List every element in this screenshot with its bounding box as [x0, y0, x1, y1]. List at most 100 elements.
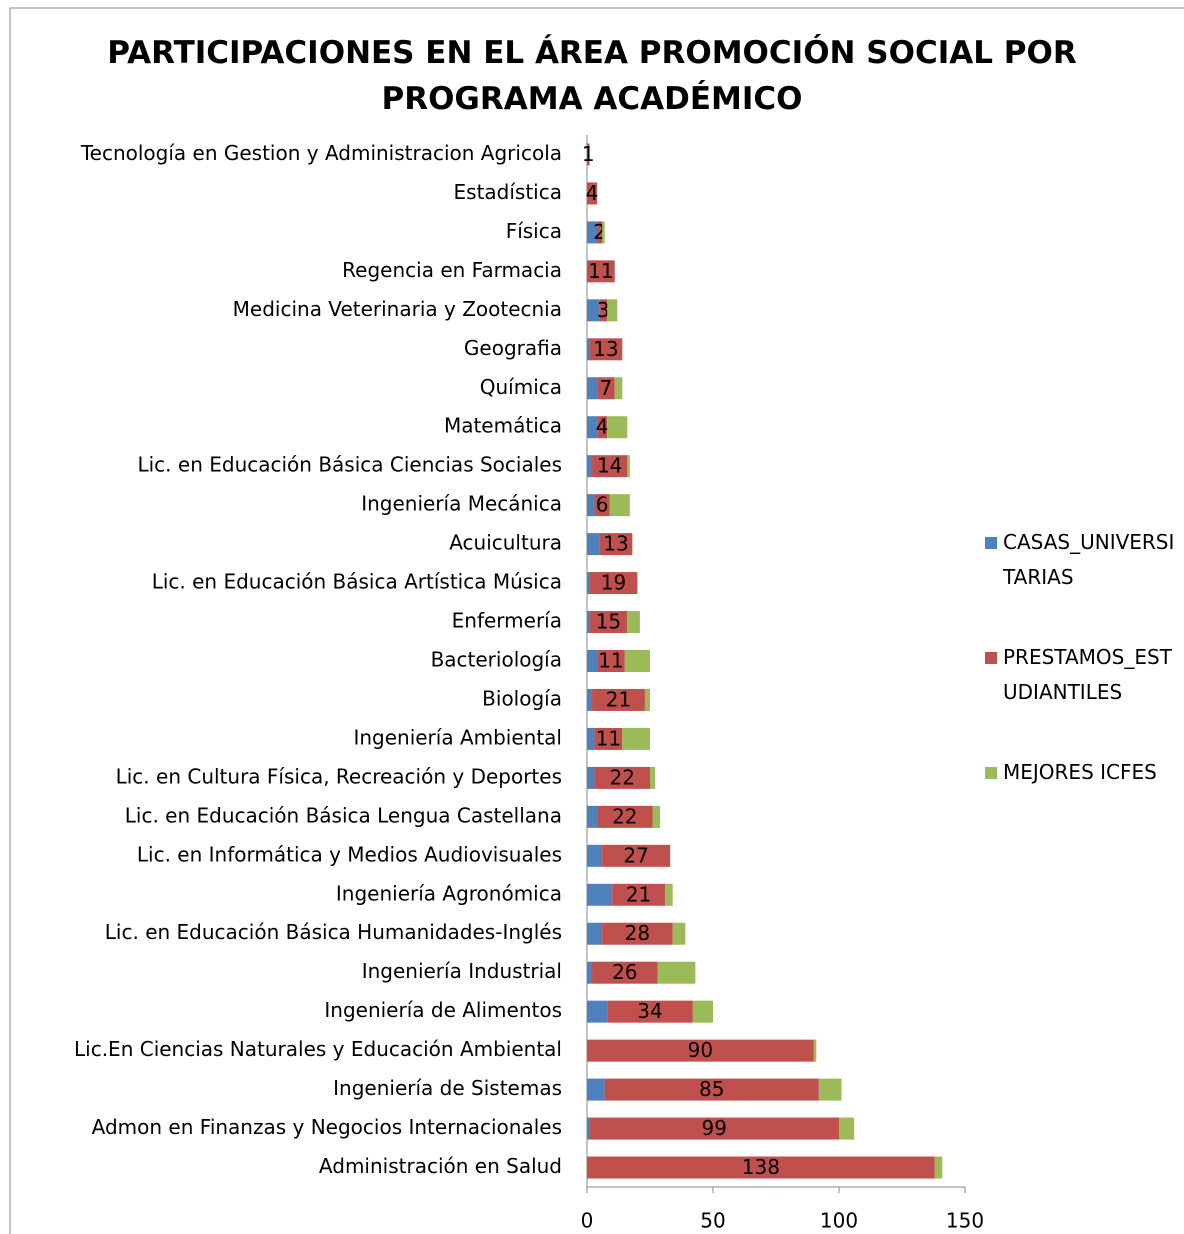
- bar-segment: [587, 260, 615, 283]
- data-label: 13: [593, 337, 618, 361]
- y-tick-label: Estadística: [454, 180, 562, 204]
- y-tick-label: Lic. en Educación Básica Ciencias Social…: [137, 453, 562, 477]
- bar-segment: [592, 688, 645, 711]
- bar-segment: [592, 455, 628, 478]
- bar-segment: [607, 416, 628, 439]
- y-tick-label: Tecnología en Gestion y Administracion A…: [80, 141, 562, 165]
- bar-segment: [587, 611, 590, 634]
- data-label: 13: [603, 532, 628, 556]
- y-tick-label: Ingeniería Industrial: [362, 959, 562, 983]
- bar-segment: [587, 922, 603, 945]
- y-tick-label: Medicina Veterinaria y Zootecnia: [233, 297, 562, 321]
- bar-segment: [614, 377, 623, 400]
- y-tick-label: Biología: [482, 686, 562, 710]
- bar-segment: [589, 338, 623, 361]
- bar-segment: [589, 572, 638, 595]
- legend-swatch: [985, 767, 997, 779]
- bar-segment: [597, 377, 615, 400]
- bar-segment: [818, 1078, 842, 1101]
- y-tick-label: Lic. en Cultura Física, Recreación y Dep…: [116, 764, 562, 788]
- bar-segment: [609, 494, 630, 517]
- bar-segment: [657, 961, 696, 984]
- legend-label: CASAS_UNIVERSITARIAS: [1003, 530, 1175, 589]
- bar-segment: [594, 727, 623, 750]
- y-tick-label: Admon en Finanzas y Negocios Internacion…: [92, 1115, 562, 1139]
- bar-segment: [587, 533, 600, 556]
- bar-segment: [587, 377, 598, 400]
- bar-segment: [813, 1039, 817, 1062]
- data-label: 28: [625, 921, 650, 945]
- data-label: 11: [596, 726, 621, 750]
- data-label: 15: [596, 610, 621, 634]
- y-tick-label: Lic. en Informática y Medios Audiovisual…: [137, 842, 562, 866]
- data-label: 19: [601, 571, 626, 595]
- data-label: 4: [596, 415, 609, 439]
- y-tick-label: Lic. en Educación Básica Lengua Castella…: [125, 803, 562, 827]
- bar-segment: [672, 922, 686, 945]
- bar-segment: [589, 611, 628, 634]
- y-tick-label: Lic. en Educación Básica Artística Músic…: [152, 570, 562, 594]
- x-tick-label: 100: [820, 1209, 858, 1233]
- y-tick-label: Regencia en Farmacia: [342, 258, 562, 282]
- bar-segment: [597, 650, 625, 672]
- data-label: 34: [637, 999, 662, 1023]
- data-label: 3: [597, 298, 610, 322]
- bar-segment: [587, 299, 600, 322]
- bar-segment: [589, 1117, 839, 1140]
- data-label: 21: [626, 882, 651, 906]
- data-label: 11: [588, 259, 613, 283]
- y-tick-label: Matemática: [444, 414, 562, 438]
- bar-segment: [587, 1039, 814, 1062]
- bar-segment: [587, 688, 593, 711]
- data-label: 22: [612, 804, 637, 828]
- bar-segment: [587, 143, 590, 166]
- y-tick-label: Geografia: [464, 336, 562, 360]
- chart-title: PARTICIPACIONES EN EL ÁREA PROMOCIÓN SOC…: [107, 35, 1077, 117]
- bar-segment: [627, 611, 640, 634]
- bar-segment: [587, 650, 598, 672]
- y-tick-label: Ingeniería de Alimentos: [324, 998, 562, 1022]
- data-label: 6: [596, 493, 609, 517]
- bar-segment: [587, 1117, 590, 1140]
- y-tick-label: Bacteriología: [431, 648, 562, 672]
- bar-segment: [587, 883, 613, 906]
- y-tick-label: Lic. en Educación Básica Humanidades-Ing…: [105, 920, 562, 944]
- data-label: 85: [699, 1077, 724, 1101]
- bar-segment: [607, 299, 618, 322]
- bar-segment: [594, 494, 610, 517]
- bar-segment: [612, 883, 666, 906]
- data-label: 138: [742, 1155, 780, 1179]
- legend-swatch: [985, 537, 997, 549]
- bar-segment: [587, 766, 595, 789]
- bar-segment: [644, 688, 650, 711]
- bar-segment: [624, 650, 650, 672]
- bar-segment: [839, 1117, 855, 1140]
- bar-segment: [602, 221, 605, 244]
- legend-label: PRESTAMOS_ESTUDIANTILES: [1003, 645, 1172, 704]
- legend-swatch: [985, 652, 997, 664]
- bar-segment: [597, 805, 653, 828]
- legend-label: MEJORES ICFES: [1003, 760, 1157, 784]
- data-label: 99: [702, 1116, 727, 1140]
- y-tick-label: Ingeniería Ambiental: [353, 725, 562, 749]
- bar-segment: [587, 1000, 608, 1023]
- bar-segment: [587, 727, 595, 750]
- data-label: 26: [612, 960, 637, 984]
- data-label: 22: [610, 765, 635, 789]
- bar-segment: [587, 494, 595, 517]
- chart-frame: [9, 7, 1184, 1234]
- y-tick-label: Lic.En Ciencias Naturales y Educación Am…: [74, 1037, 562, 1061]
- data-label: 14: [597, 454, 622, 478]
- data-label: 90: [688, 1038, 713, 1062]
- bar-segment: [607, 1000, 693, 1023]
- bar-segment: [622, 727, 650, 750]
- y-tick-label: Administración en Salud: [319, 1154, 562, 1178]
- bar-segment: [587, 416, 598, 439]
- bar-segment: [587, 338, 590, 361]
- y-tick-label: Química: [480, 375, 562, 399]
- bar-segment: [602, 844, 671, 867]
- bar-segment: [597, 221, 603, 244]
- x-tick-label: 150: [946, 1209, 984, 1233]
- y-tick-label: Acuicultura: [449, 531, 562, 555]
